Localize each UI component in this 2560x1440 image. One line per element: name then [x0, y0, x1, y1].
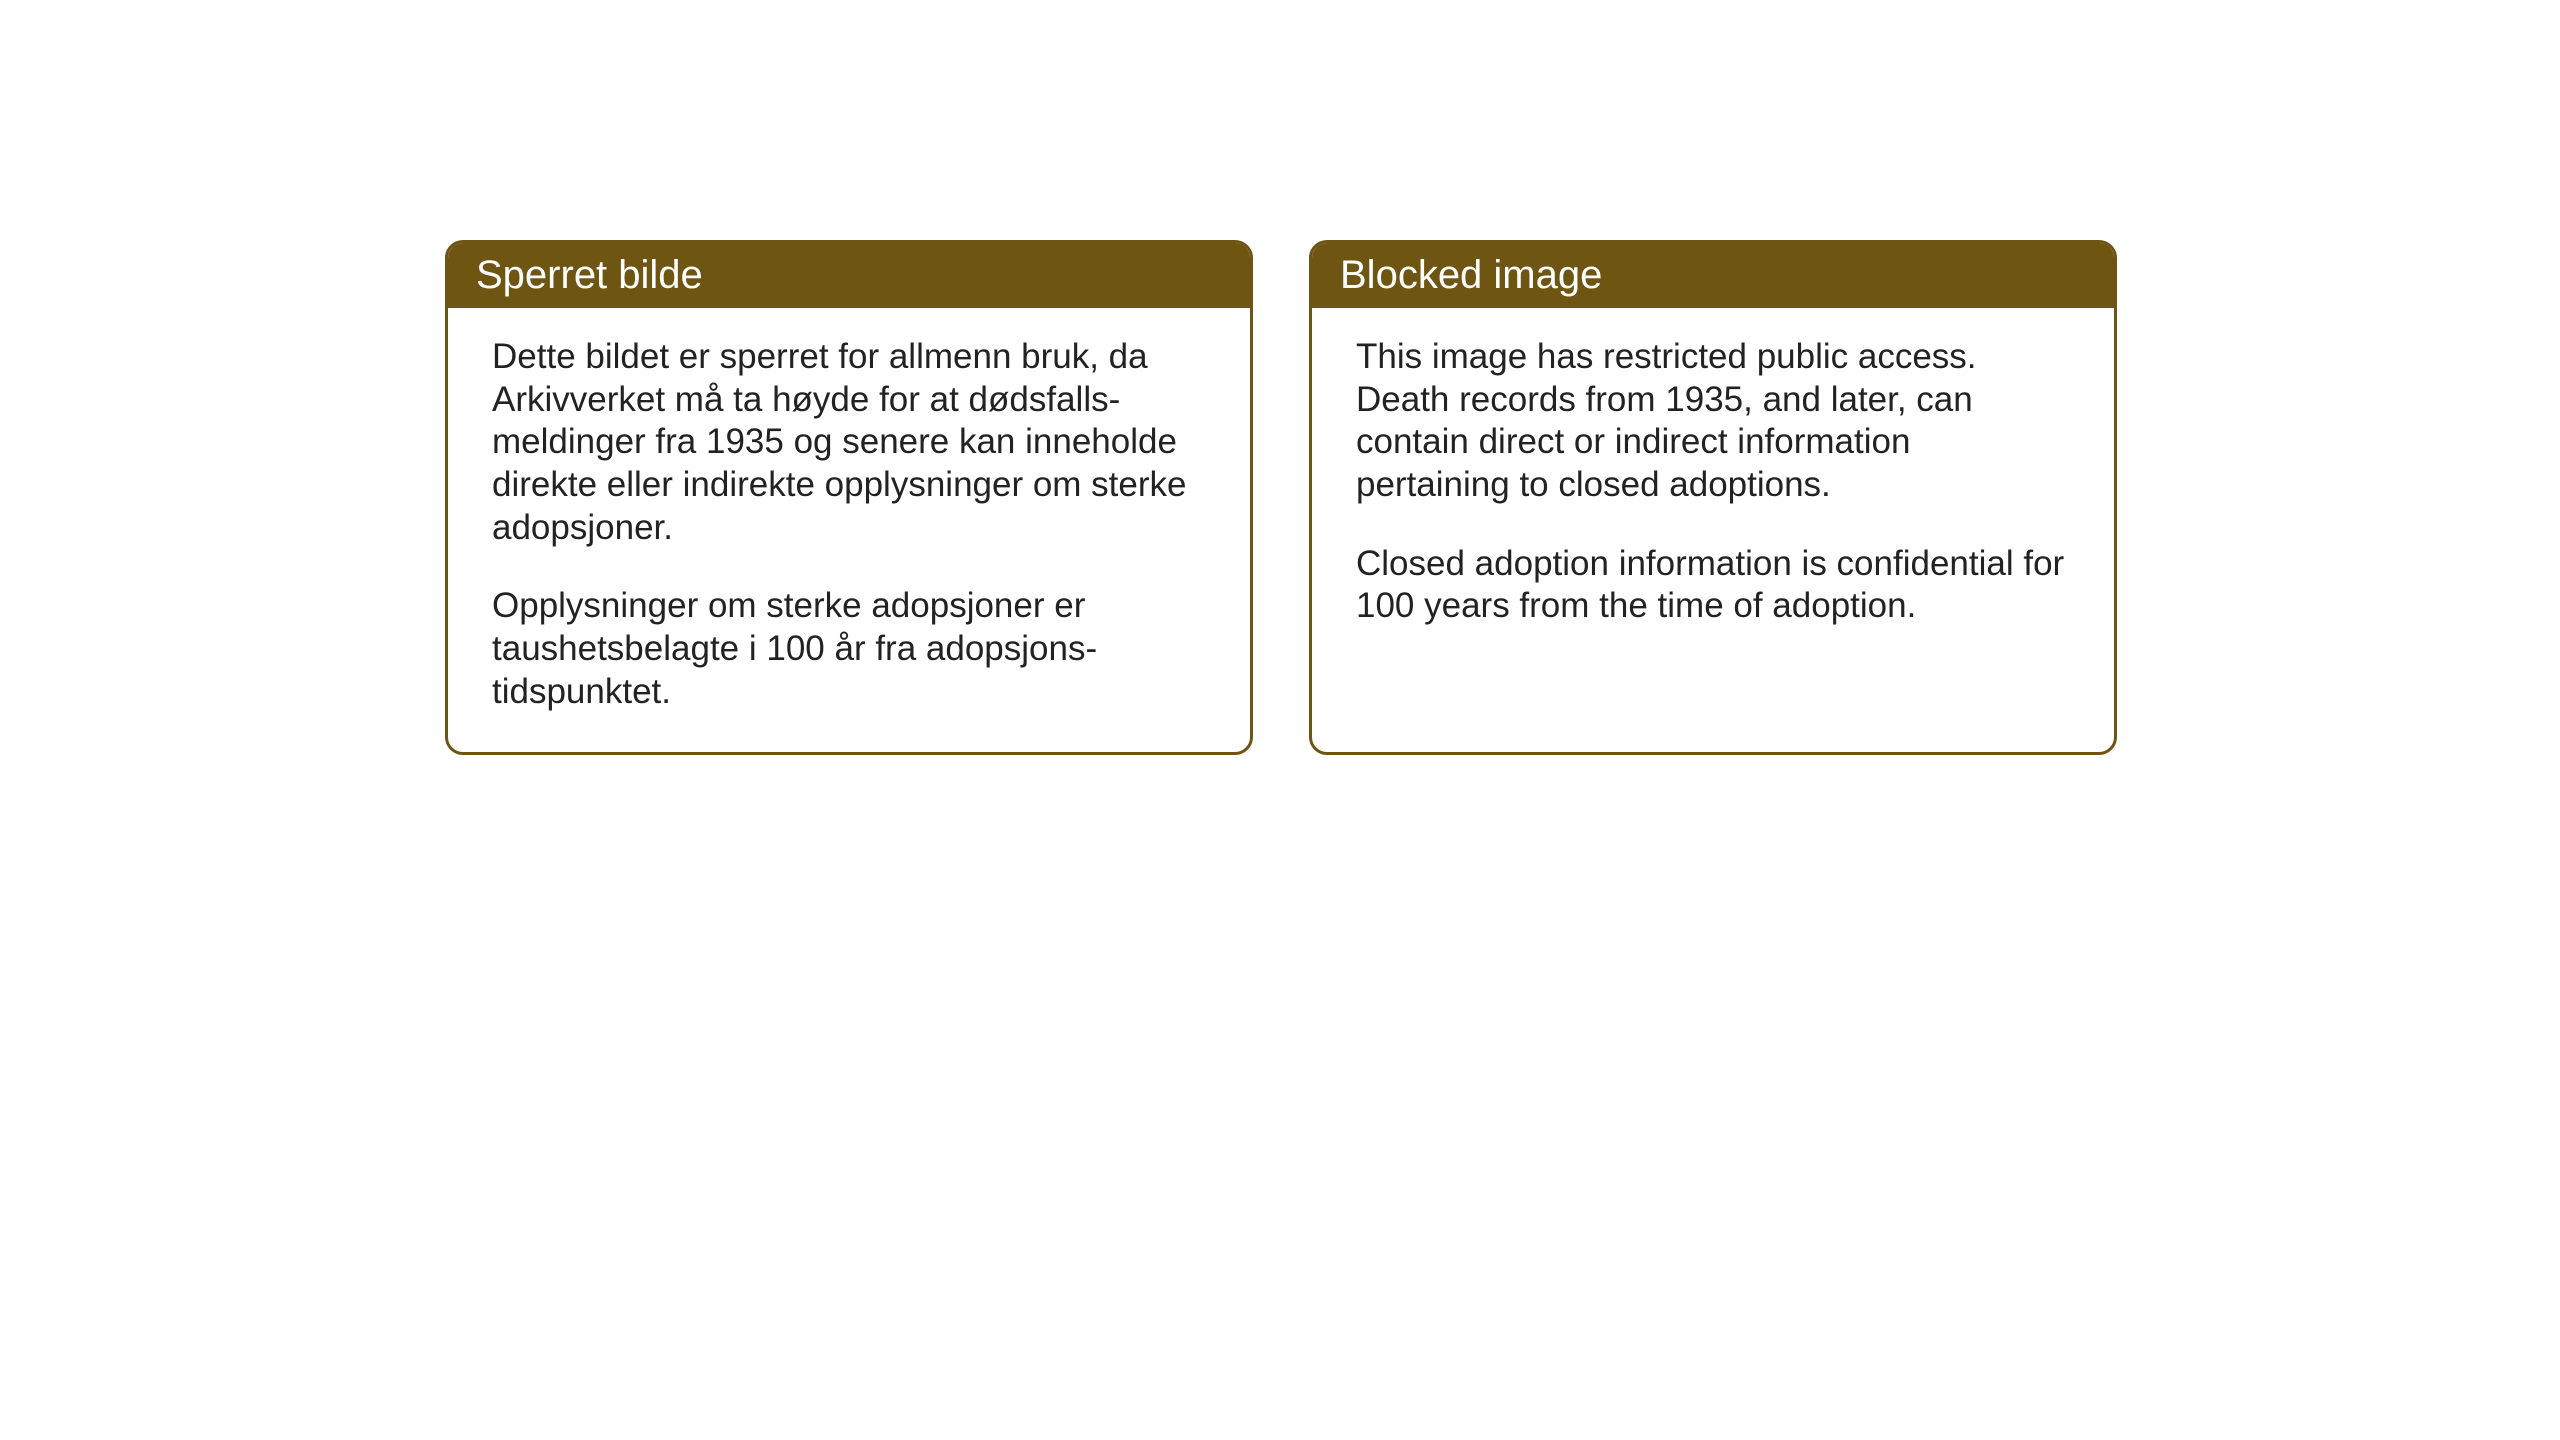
card-title: Blocked image — [1340, 253, 1602, 297]
card-paragraph: Dette bildet er sperret for allmenn bruk… — [492, 336, 1206, 549]
card-body: Dette bildet er sperret for allmenn bruk… — [448, 308, 1250, 752]
card-header: Blocked image — [1312, 243, 2114, 308]
notice-card-english: Blocked image This image has restricted … — [1309, 240, 2117, 755]
card-paragraph: This image has restricted public access.… — [1356, 336, 2070, 507]
card-title: Sperret bilde — [476, 253, 703, 297]
notice-container: Sperret bilde Dette bildet er sperret fo… — [445, 240, 2117, 755]
notice-card-norwegian: Sperret bilde Dette bildet er sperret fo… — [445, 240, 1253, 755]
card-paragraph: Closed adoption information is confident… — [1356, 543, 2070, 628]
card-header: Sperret bilde — [448, 243, 1250, 308]
card-body: This image has restricted public access.… — [1312, 308, 2114, 666]
card-paragraph: Opplysninger om sterke adopsjoner er tau… — [492, 585, 1206, 713]
